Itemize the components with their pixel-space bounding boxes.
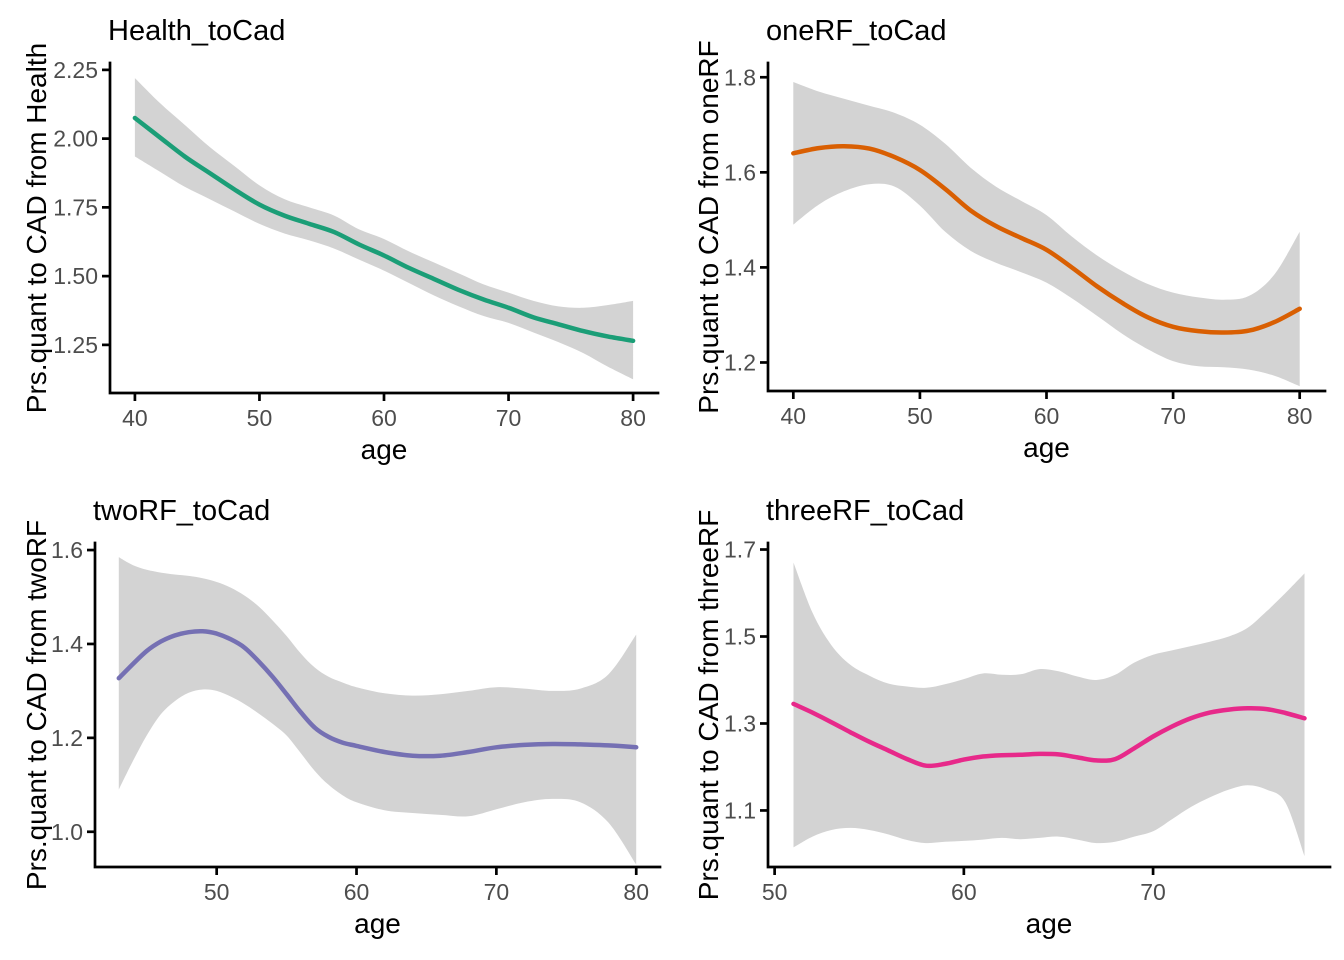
y-tick-label: 1.2	[51, 725, 83, 751]
y-tick-label: 2.25	[53, 57, 98, 83]
confidence-band	[118, 557, 637, 865]
confidence-band	[134, 78, 634, 380]
y-tick-label: 2.00	[53, 126, 98, 152]
panel-health-tocad: 40 50 60 70 80 1.25 1.50 1.75 2.00 2.25 Health_toC…	[0, 0, 672, 480]
x-axis-title: age	[361, 434, 408, 465]
trend-line	[132, 115, 636, 344]
x-tick-label: 70	[1160, 403, 1186, 429]
y-axis-title: Prs.quant to CAD from threeRF	[693, 510, 724, 901]
y-tick-label: 1.7	[724, 537, 756, 563]
x-tick-label: 60	[344, 879, 370, 905]
y-tick-label: 1.4	[51, 631, 83, 657]
y-tick-label: 1.6	[724, 159, 756, 185]
panel-title: twoRF_toCad	[93, 495, 270, 527]
y-axis-title: Prs.quant to CAD from Health	[21, 43, 52, 413]
y-axis-title: Prs.quant to CAD from oneRF	[693, 40, 724, 413]
x-axis-title: age	[1023, 432, 1070, 463]
confidence-band	[793, 82, 1300, 387]
y-tick-label: 1.0	[51, 819, 83, 845]
x-tick-label: 50	[907, 403, 933, 429]
x-tick-label: 50	[762, 879, 788, 905]
x-tick-label: 80	[620, 405, 646, 431]
y-axis-title: Prs.quant to CAD from twoRF	[21, 520, 52, 890]
health-tocad-chart: 40 50 60 70 80 1.25 1.50 1.75 2.00 2.25 Health_toC…	[21, 15, 660, 465]
x-tick-label: 70	[1140, 879, 1166, 905]
axis-lines	[93, 541, 662, 869]
x-axis-title: age	[1026, 908, 1073, 939]
trend-line	[791, 701, 1307, 769]
panel-title: oneRF_toCad	[766, 15, 947, 47]
x-tick-label: 60	[1034, 403, 1060, 429]
x-tick-label: 70	[496, 405, 522, 431]
y-tick-label: 1.4	[724, 254, 756, 280]
confidence-band	[793, 562, 1305, 857]
y-tick-label: 1.25	[53, 332, 98, 358]
x-tick-label: 50	[204, 879, 230, 905]
y-tick-label: 1.6	[51, 537, 83, 563]
trend-line	[791, 143, 1302, 335]
axis-lines	[766, 541, 1332, 869]
x-tick-label: 40	[781, 403, 807, 429]
y-tick-label: 1.1	[724, 797, 756, 823]
x-tick-label: 80	[1287, 403, 1313, 429]
axis-lines	[108, 61, 660, 395]
trend-line	[116, 628, 639, 759]
y-tick-label: 1.75	[53, 194, 98, 220]
y-tick-label: 1.50	[53, 263, 98, 289]
y-tick-label: 1.8	[724, 64, 756, 90]
x-tick-label: 40	[122, 405, 148, 431]
panel-title: Health_toCad	[108, 15, 285, 47]
x-tick-label: 70	[484, 879, 510, 905]
x-axis-title: age	[354, 908, 401, 939]
x-tick-label: 60	[951, 879, 977, 905]
y-tick-label: 1.5	[724, 624, 756, 650]
panel-title: threeRF_toCad	[766, 495, 964, 527]
x-tick-label: 80	[623, 879, 649, 905]
y-tick-label: 1.2	[724, 349, 756, 375]
x-tick-label: 60	[371, 405, 397, 431]
y-tick-label: 1.3	[724, 710, 756, 736]
x-tick-label: 50	[247, 405, 273, 431]
